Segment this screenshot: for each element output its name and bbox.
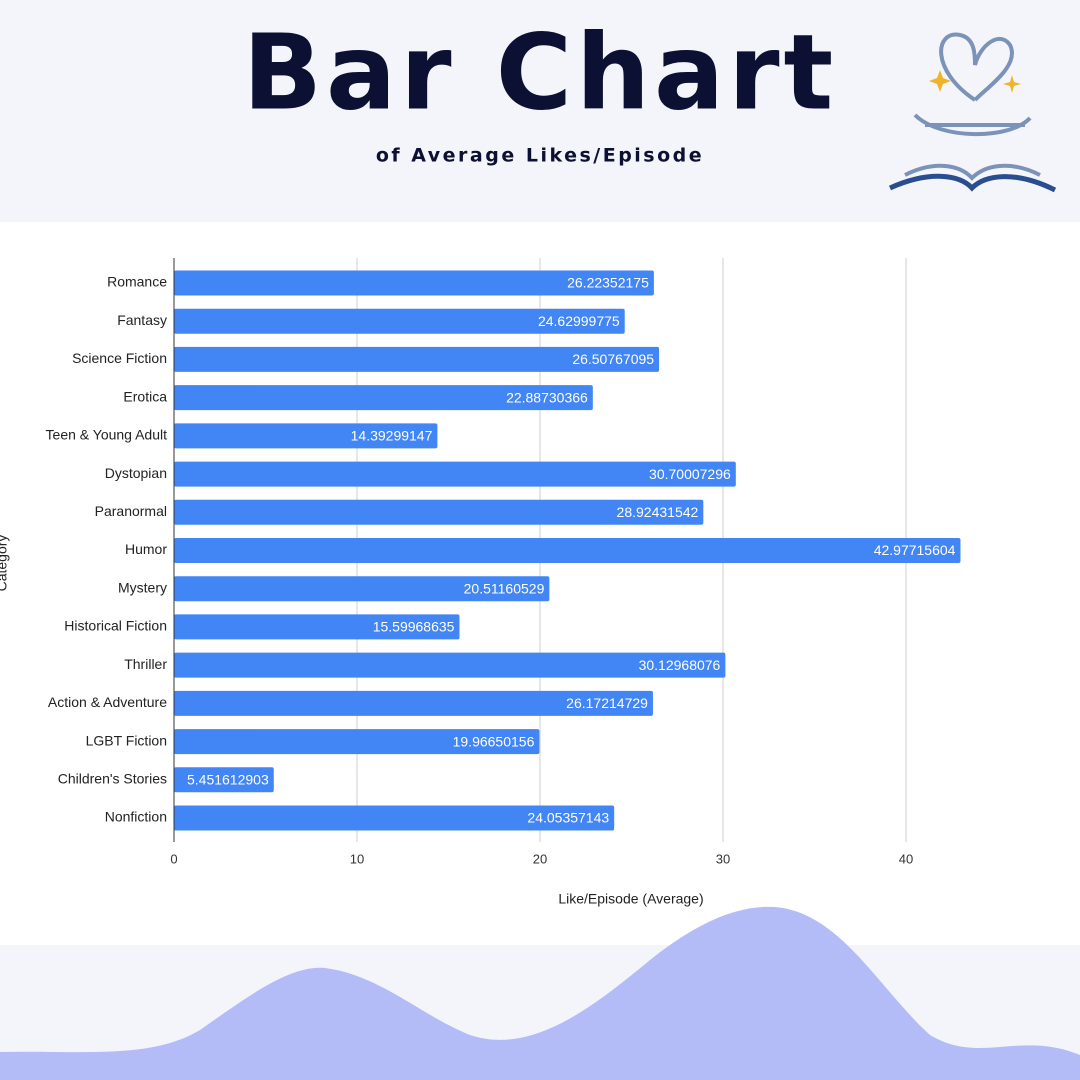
logo-sparkles [929,70,1021,93]
y-tick-label: Children's Stories [58,770,167,786]
chart-title: Bar Chart [243,11,838,133]
bar [174,538,961,563]
bar [174,270,654,296]
logo-lamp [913,113,1032,137]
bar [174,423,438,449]
y-tick-label: Dystopian [105,465,167,481]
value-label: 26.22352175 [567,275,649,291]
value-label: 24.62999775 [538,313,620,329]
bar [174,690,653,716]
value-label: 14.39299147 [351,428,433,444]
value-label: 20.51160529 [464,580,545,596]
x-tick-label: 10 [350,851,364,866]
value-label: 26.50767095 [572,351,654,367]
y-tick-label: Mystery [118,579,167,595]
x-tick-label: 30 [716,851,730,866]
bar [174,461,736,487]
logo-pages [904,163,1041,181]
y-tick-label: Erotica [123,388,167,404]
x-axis-title: Like/Episode (Average) [558,891,703,907]
y-tick-label: Action & Adventure [48,694,167,710]
y-tick-label: Humor [125,541,167,557]
plot-area: 0 10 20 30 40 Romance 26.22352175 Fantasy 24.629… [46,258,961,866]
bar [174,385,593,411]
logo-book [888,173,1057,193]
x-tick-label: 20 [533,851,547,866]
logo-heart [939,32,1014,102]
bar [174,805,615,831]
bar [174,576,550,602]
value-label: 30.70007296 [649,466,731,482]
value-label: 19.96650156 [453,733,535,749]
y-axis-title: Category [0,535,10,592]
logo [888,32,1057,193]
value-label: 28.92431542 [617,504,699,520]
y-tick-label: Historical Fiction [64,618,167,634]
y-tick-label: LGBT Fiction [86,732,167,748]
wave-decoration [0,906,1080,1080]
value-label: 15.59968635 [373,619,455,635]
bar [174,499,704,525]
value-label: 24.05357143 [527,810,609,826]
y-tick-label: Science Fiction [72,350,167,366]
value-label: 30.12968076 [639,657,721,673]
y-tick-label: Romance [107,274,167,290]
bar [174,729,540,755]
bar [174,308,625,334]
y-tick-label: Paranormal [95,503,167,519]
bar [174,614,460,640]
value-label: 5.451612903 [187,771,269,787]
chart-subtitle: of Average Likes/Episode [376,145,704,167]
bar [174,767,274,793]
y-tick-label: Thriller [124,656,167,672]
y-tick-label: Nonfiction [105,809,167,825]
value-label: 42.97715604 [874,542,956,558]
value-label: 22.88730366 [506,389,588,405]
value-label: 26.17214729 [566,695,648,711]
x-tick-label: 0 [170,851,177,866]
y-tick-label: Fantasy [117,312,167,328]
y-tick-label: Teen & Young Adult [46,427,168,443]
bar [174,652,726,678]
bar [174,346,660,372]
x-tick-label: 40 [899,851,913,866]
